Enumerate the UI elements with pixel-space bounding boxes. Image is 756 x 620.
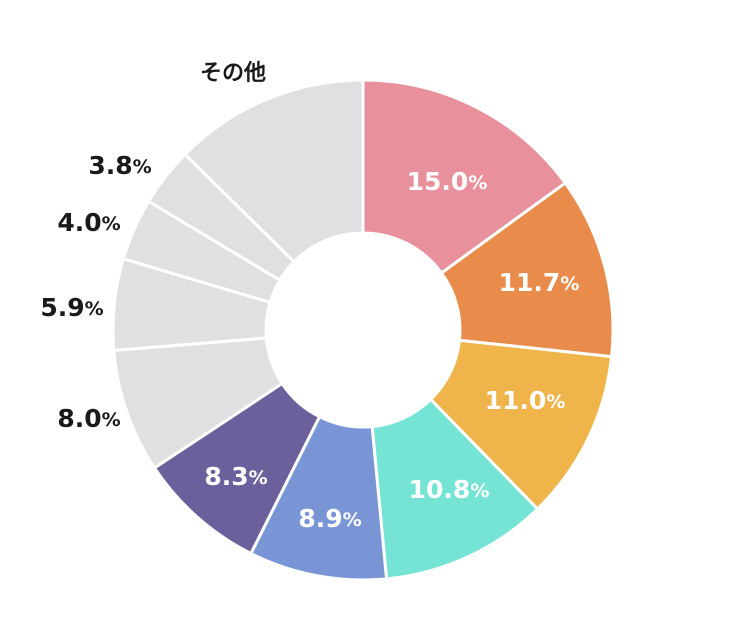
slice-label-7: 8.0% — [57, 404, 120, 433]
slice-label-1: 15.0% — [407, 167, 488, 196]
donut-center-hole — [266, 233, 460, 427]
slice-label-10: 3.8% — [88, 151, 151, 180]
slice-label-3: 11.0% — [485, 386, 566, 415]
donut-slice-1 — [361, 78, 568, 276]
slice-label-6: 8.3% — [204, 462, 267, 491]
slice-label-5: 8.9% — [298, 504, 361, 533]
slices-layer — [111, 78, 615, 582]
slice-label-8: 5.9% — [40, 293, 103, 322]
labels-layer: 15.0% 11.7% 11.0% 10.8% 8.9% 8.3% 8.0% 5.9% 4.0%… — [40, 61, 579, 533]
slice-label-9: 4.0% — [57, 208, 120, 237]
slice-label-11: その他 — [200, 61, 266, 86]
slice-label-4: 10.8% — [409, 475, 490, 504]
slice-label-2: 11.7% — [499, 268, 580, 297]
